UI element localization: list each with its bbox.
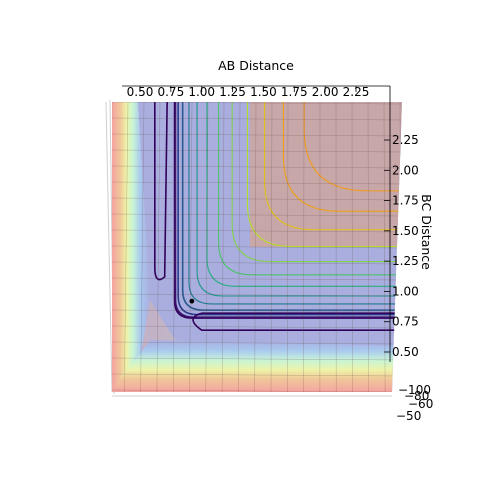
y-tick-label: 1.75 — [392, 194, 419, 208]
mesh-line — [112, 277, 402, 281]
x-tick-label: 0.75 — [157, 85, 184, 99]
surface-bottom-band — [112, 340, 402, 392]
mesh-line — [254, 102, 257, 392]
mesh-line — [112, 389, 402, 392]
mesh-line — [112, 325, 402, 329]
mesh-line — [112, 341, 402, 345]
surface — [112, 102, 402, 392]
mesh-line — [270, 102, 273, 392]
mesh-line — [112, 373, 402, 377]
z-tick-label: −50 — [396, 409, 421, 423]
mesh-line — [351, 102, 353, 392]
mesh-line — [112, 197, 402, 201]
contour-line — [282, 102, 402, 212]
y-axis-label: BC Distance — [419, 194, 434, 270]
contour-line — [206, 102, 402, 287]
y-tick-label: 2.00 — [392, 163, 419, 177]
mesh-line — [221, 102, 225, 392]
mesh-line — [112, 357, 402, 361]
mesh-line — [112, 293, 402, 297]
mesh-line — [112, 149, 402, 153]
mesh-line — [383, 102, 386, 392]
mesh-line — [173, 102, 177, 392]
y-tick-label: 1.00 — [392, 284, 419, 298]
mesh-line — [112, 117, 402, 121]
z-tick-label: −100 — [398, 383, 431, 397]
mesh-line — [238, 102, 241, 392]
mesh-line — [112, 133, 402, 137]
y-tick-label: 0.75 — [392, 315, 419, 329]
mesh-line — [367, 102, 369, 392]
z-tick-label: −80 — [404, 389, 429, 403]
mesh-line — [156, 102, 161, 392]
contour-line — [264, 102, 402, 231]
mesh-line — [124, 102, 129, 392]
mesh-line — [189, 102, 193, 392]
x-tick-label: 2.00 — [312, 85, 339, 99]
contour-line — [218, 102, 402, 276]
y-axis: 0.50 0.75 1.00 1.25 1.50 1.75 2.00 2.25 BC Dist… — [384, 86, 434, 362]
contour-line — [303, 102, 402, 192]
mesh-line — [112, 245, 402, 249]
surface-plateau — [250, 102, 402, 247]
contour-line — [181, 102, 402, 311]
contour-line — [231, 102, 402, 263]
x-axis: 0.50 0.75 1.00 1.25 1.50 1.75 2.00 2.25 AB Dist… — [122, 58, 390, 99]
mesh-line — [112, 213, 402, 217]
x-axis-label: AB Distance — [218, 58, 294, 73]
z-tick-label: −60 — [408, 397, 433, 411]
contour-lines — [154, 102, 402, 331]
mesh-line — [205, 102, 209, 392]
mesh-line — [112, 229, 402, 233]
mesh-line — [112, 261, 402, 265]
y-tick-label: 1.50 — [392, 224, 419, 238]
x-tick-label: 2.25 — [343, 85, 370, 99]
surface-left-band — [112, 102, 150, 392]
surface-mesh — [112, 102, 402, 392]
mesh-line — [112, 165, 402, 169]
transition-state-marker — [189, 298, 195, 304]
x-tick-label: 1.50 — [250, 85, 277, 99]
mesh-line — [112, 102, 402, 105]
y-tick-label: 2.25 — [392, 133, 419, 147]
x-tick-label: 1.75 — [281, 85, 308, 99]
x-tick-label: 1.25 — [219, 85, 246, 99]
contour-line — [246, 102, 402, 248]
contour-line — [173, 102, 402, 319]
y-tick-label: 1.25 — [392, 254, 419, 268]
contour-line — [192, 312, 402, 331]
x-tick-label: 1.00 — [188, 85, 215, 99]
contour-line — [196, 102, 402, 297]
contour-line — [188, 102, 402, 305]
z-axis: −100−80−60−50 — [396, 383, 433, 423]
contour-line — [154, 102, 168, 281]
x-tick-label: 0.50 — [127, 85, 154, 99]
y-tick-label: 0.50 — [392, 345, 419, 359]
mesh-line — [140, 102, 145, 392]
mesh-line — [287, 102, 289, 392]
mesh-line — [112, 309, 402, 313]
mesh-line — [112, 181, 402, 185]
